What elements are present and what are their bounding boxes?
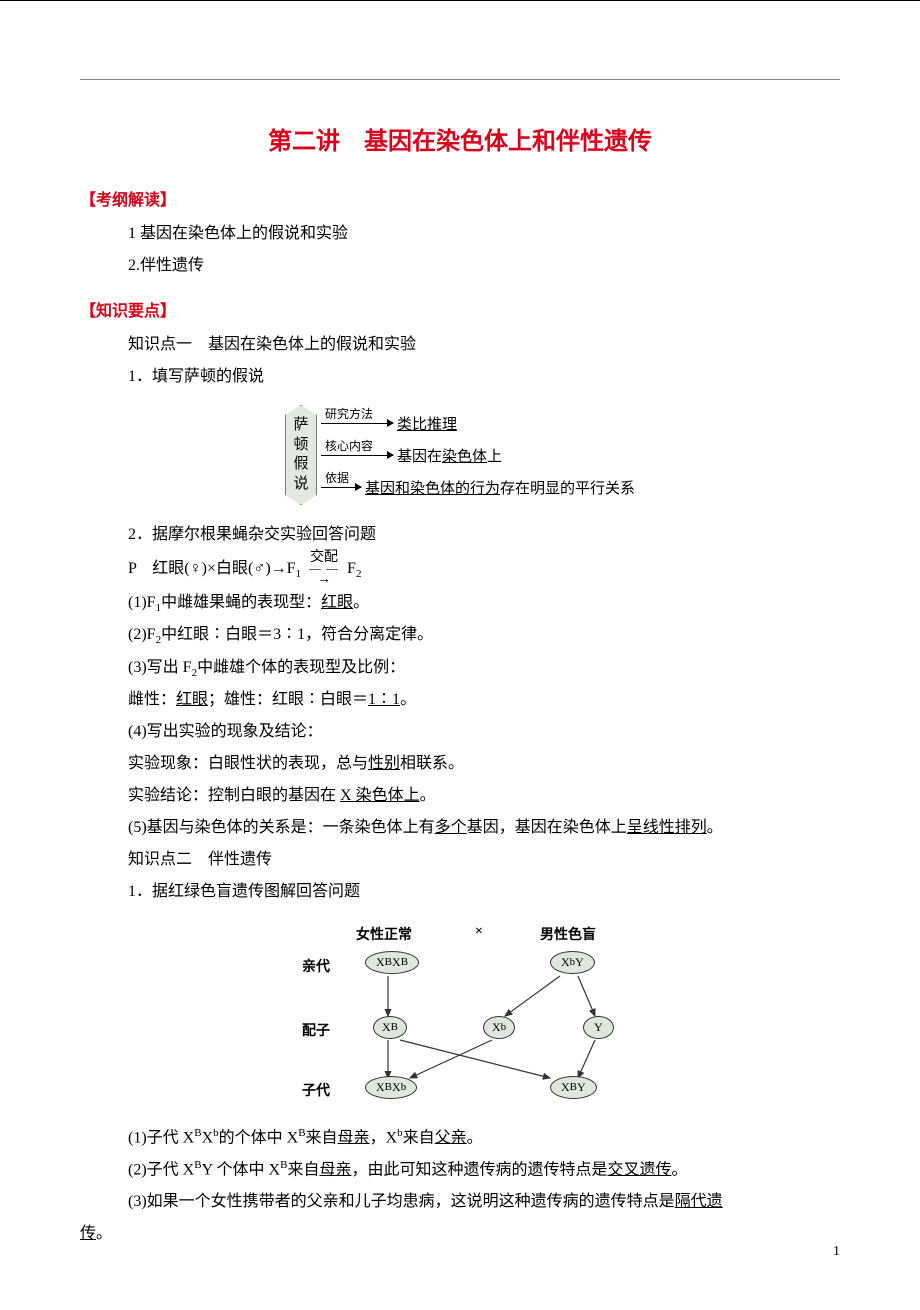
section-exam-outline: 【考纲解读】 xyxy=(80,186,840,210)
sutton-row-core: 核心内容 基因在染色体上 xyxy=(317,439,635,471)
q1: (1)F1中雌雄果蝇的表现型：红眼。 xyxy=(80,587,840,619)
q4: (4)写出实验的现象及结论： xyxy=(80,716,840,748)
outline-item-2: 2.伴性遗传 xyxy=(80,250,840,282)
header-rule xyxy=(80,79,840,80)
node-gamete-2: Xb xyxy=(483,1016,515,1039)
diagram-header-male: 男性色盲 xyxy=(540,924,596,944)
morgan-heading: 2．据摩尔根果蝇杂交实验回答问题 xyxy=(80,519,840,551)
diagram-header-cross: × xyxy=(475,924,483,940)
cross-formula: P 红眼(♀)×白眼(♂)→F1 交配 — — → F2 xyxy=(80,551,840,587)
row-label-gamete: 配子 xyxy=(290,1020,330,1040)
row-label-parent: 亲代 xyxy=(290,956,330,976)
node-gamete-3: Y xyxy=(583,1016,614,1039)
node-parent-right: XbY xyxy=(550,951,595,974)
q4-phenomenon: 实验现象：白眼性状的表现，总与性别相联系。 xyxy=(80,748,840,780)
ans-3-cont: 传。 xyxy=(80,1218,840,1250)
diagram-header-female: 女性正常 xyxy=(356,924,412,944)
row-label-child: 子代 xyxy=(290,1080,330,1100)
sutton-row-method: 研究方法 类比推理 xyxy=(317,407,635,439)
fill-sutton-heading: 1．填写萨顿的假说 xyxy=(80,361,840,393)
node-child-left: XBXb xyxy=(365,1076,417,1099)
node-gamete-1: XB xyxy=(373,1016,407,1039)
lesson-title: 第二讲 基因在染色体上和伴性遗传 xyxy=(80,121,840,156)
q2: (2)F2中红眼∶白眼＝3∶1，符合分离定律。 xyxy=(80,619,840,651)
document-page: 第二讲 基因在染色体上和伴性遗传 【考纲解读】 1 基因在染色体上的假说和实验 … xyxy=(0,0,920,1310)
cross-arrow: 交配 — — → xyxy=(309,551,339,587)
q3: (3)写出 F2中雌雄个体的表现型及比例： xyxy=(80,652,840,684)
q4-conclusion: 实验结论：控制白眼的基因在 X 染色体上。 xyxy=(80,780,840,812)
outline-item-1: 1 基因在染色体上的假说和实验 xyxy=(80,218,840,250)
colorblind-heading: 1．据红绿色盲遗传图解回答问题 xyxy=(80,876,840,908)
page-number: 1 xyxy=(833,1244,840,1260)
sutton-hypothesis-diagram: 萨 顿 假 说 研究方法 类比推理 核心内容 基因在染色体上 依据 xyxy=(80,405,840,505)
knowledge-point-2: 知识点二 伴性遗传 xyxy=(80,844,840,876)
inheritance-diagram: 女性正常 × 男性色盲 亲代 配子 子代 XBXB XbY XB Xb Y XB… xyxy=(80,918,840,1108)
ans-1: (1)子代 XBXb的个体中 XB来自母亲，Xb来自父亲。 xyxy=(80,1122,840,1154)
sutton-row-basis: 依据 基因和染色体的行为存在明显的平行关系 xyxy=(317,471,635,503)
node-child-right: XBY xyxy=(550,1076,597,1099)
section-key-points: 【知识要点】 xyxy=(80,297,840,321)
node-parent-left: XBXB xyxy=(365,951,419,974)
knowledge-point-1: 知识点一 基因在染色体上的假说和实验 xyxy=(80,329,840,361)
ans-3: (3)如果一个女性携带者的父亲和儿子均患病，这说明这种遗传病的遗传特点是隔代遗 xyxy=(80,1186,840,1218)
sutton-box-label: 萨 顿 假 说 xyxy=(285,405,317,505)
q3-ans: 雌性：红眼；雄性：红眼∶白眼＝1∶1。 xyxy=(80,684,840,716)
ans-2: (2)子代 XBY 个体中 XB来自母亲，由此可知这种遗传病的遗传特点是交叉遗传… xyxy=(80,1154,840,1186)
q5: (5)基因与染色体的关系是：一条染色体上有多个基因，基因在染色体上呈线性排列。 xyxy=(80,812,840,844)
